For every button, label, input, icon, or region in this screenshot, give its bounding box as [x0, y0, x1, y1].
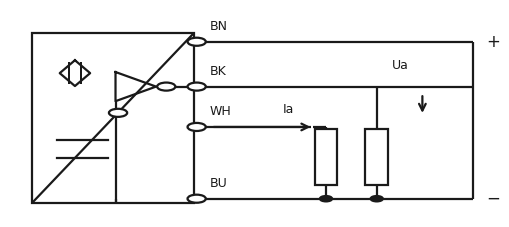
Text: BN: BN [209, 20, 227, 33]
Text: −: − [485, 190, 499, 208]
Circle shape [157, 83, 175, 91]
Text: BU: BU [209, 177, 227, 190]
Text: Ua: Ua [391, 59, 408, 72]
Text: WH: WH [209, 105, 231, 118]
Text: Ia: Ia [282, 103, 294, 116]
Text: +: + [485, 33, 499, 51]
Circle shape [319, 196, 331, 201]
Circle shape [187, 38, 206, 46]
Circle shape [370, 196, 382, 201]
Circle shape [109, 109, 127, 117]
Circle shape [187, 195, 206, 203]
Circle shape [187, 83, 206, 91]
Text: BK: BK [209, 65, 225, 78]
Circle shape [187, 123, 206, 131]
Bar [32, 33, 194, 203]
Bar [364, 129, 387, 185]
Bar [314, 129, 337, 185]
